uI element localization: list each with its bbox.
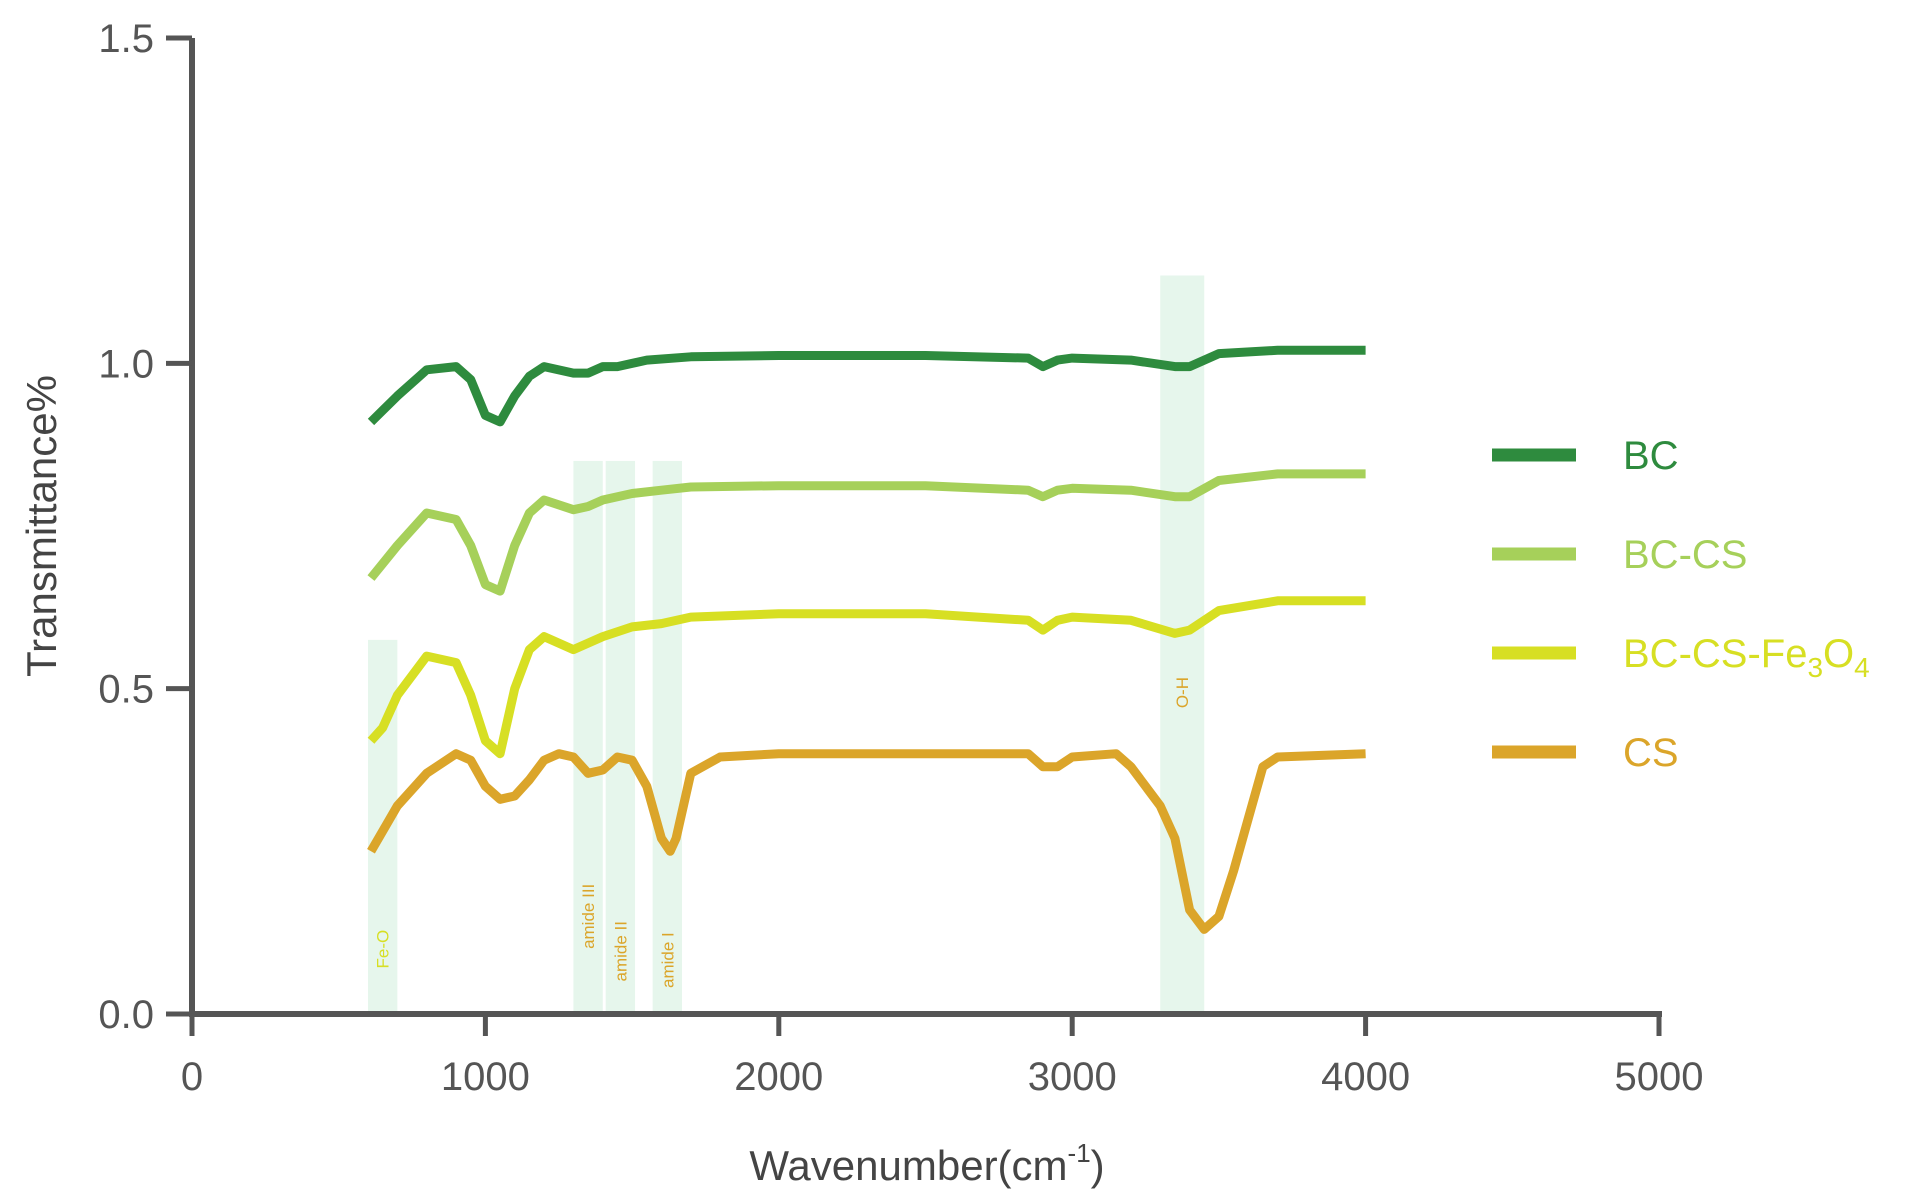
band-4 [1160, 275, 1205, 1014]
x-axis-title-close: ) [1091, 1142, 1105, 1189]
y-axis-title: Transmittance% [18, 375, 65, 677]
y-tick-label-2: 1.0 [98, 342, 154, 386]
series-line-0 [367, 345, 1366, 427]
band-label-3: amide I [658, 932, 677, 988]
series-layer [367, 345, 1366, 934]
series-line-3 [367, 749, 1366, 934]
band-layer: Fe-O amide III amide II amide I O-H [368, 275, 1205, 1014]
band-2 [605, 460, 636, 1014]
band-label-4: O-H [1173, 677, 1192, 708]
x-axis-title: Wavenumber(cm-1) [749, 1138, 1104, 1189]
ticks: 0 1000 2000 3000 4000 5000 0.0 0.5 1.0 1.5 [98, 17, 1703, 1099]
x-tick-label-2: 2000 [734, 1055, 823, 1099]
legend-label-3: CS [1623, 731, 1679, 775]
band-label-1: amide III [579, 884, 598, 949]
band-3 [652, 460, 682, 1014]
y-tick-label-0: 0.0 [98, 993, 154, 1037]
axes [189, 38, 1662, 1017]
x-tick-label-4: 4000 [1321, 1055, 1410, 1099]
x-tick-label-3: 3000 [1028, 1055, 1117, 1099]
band-label-2: amide II [611, 921, 630, 981]
band-label-0: Fe-O [374, 930, 393, 969]
series-line-1 [367, 469, 1366, 596]
legend-label-1: BC-CS [1623, 533, 1747, 577]
x-tick-label-0: 0 [181, 1055, 203, 1099]
band-1 [573, 460, 603, 1014]
y-tick-label-3: 1.5 [98, 17, 154, 61]
y-tick-label-1: 0.5 [98, 668, 154, 712]
x-tick-label-5: 5000 [1615, 1055, 1704, 1099]
legend: BC BC-CS BC-CS-Fe3O4 CS [1492, 434, 1870, 775]
x-axis-title-main: Wavenumber(cm [749, 1142, 1067, 1189]
series-line-2 [367, 596, 1366, 759]
x-tick-label-1: 1000 [441, 1055, 530, 1099]
x-axis-title-sup: -1 [1068, 1138, 1091, 1168]
legend-label-2: BC-CS-Fe3O4 [1623, 632, 1870, 683]
legend-label-0: BC [1623, 434, 1679, 478]
